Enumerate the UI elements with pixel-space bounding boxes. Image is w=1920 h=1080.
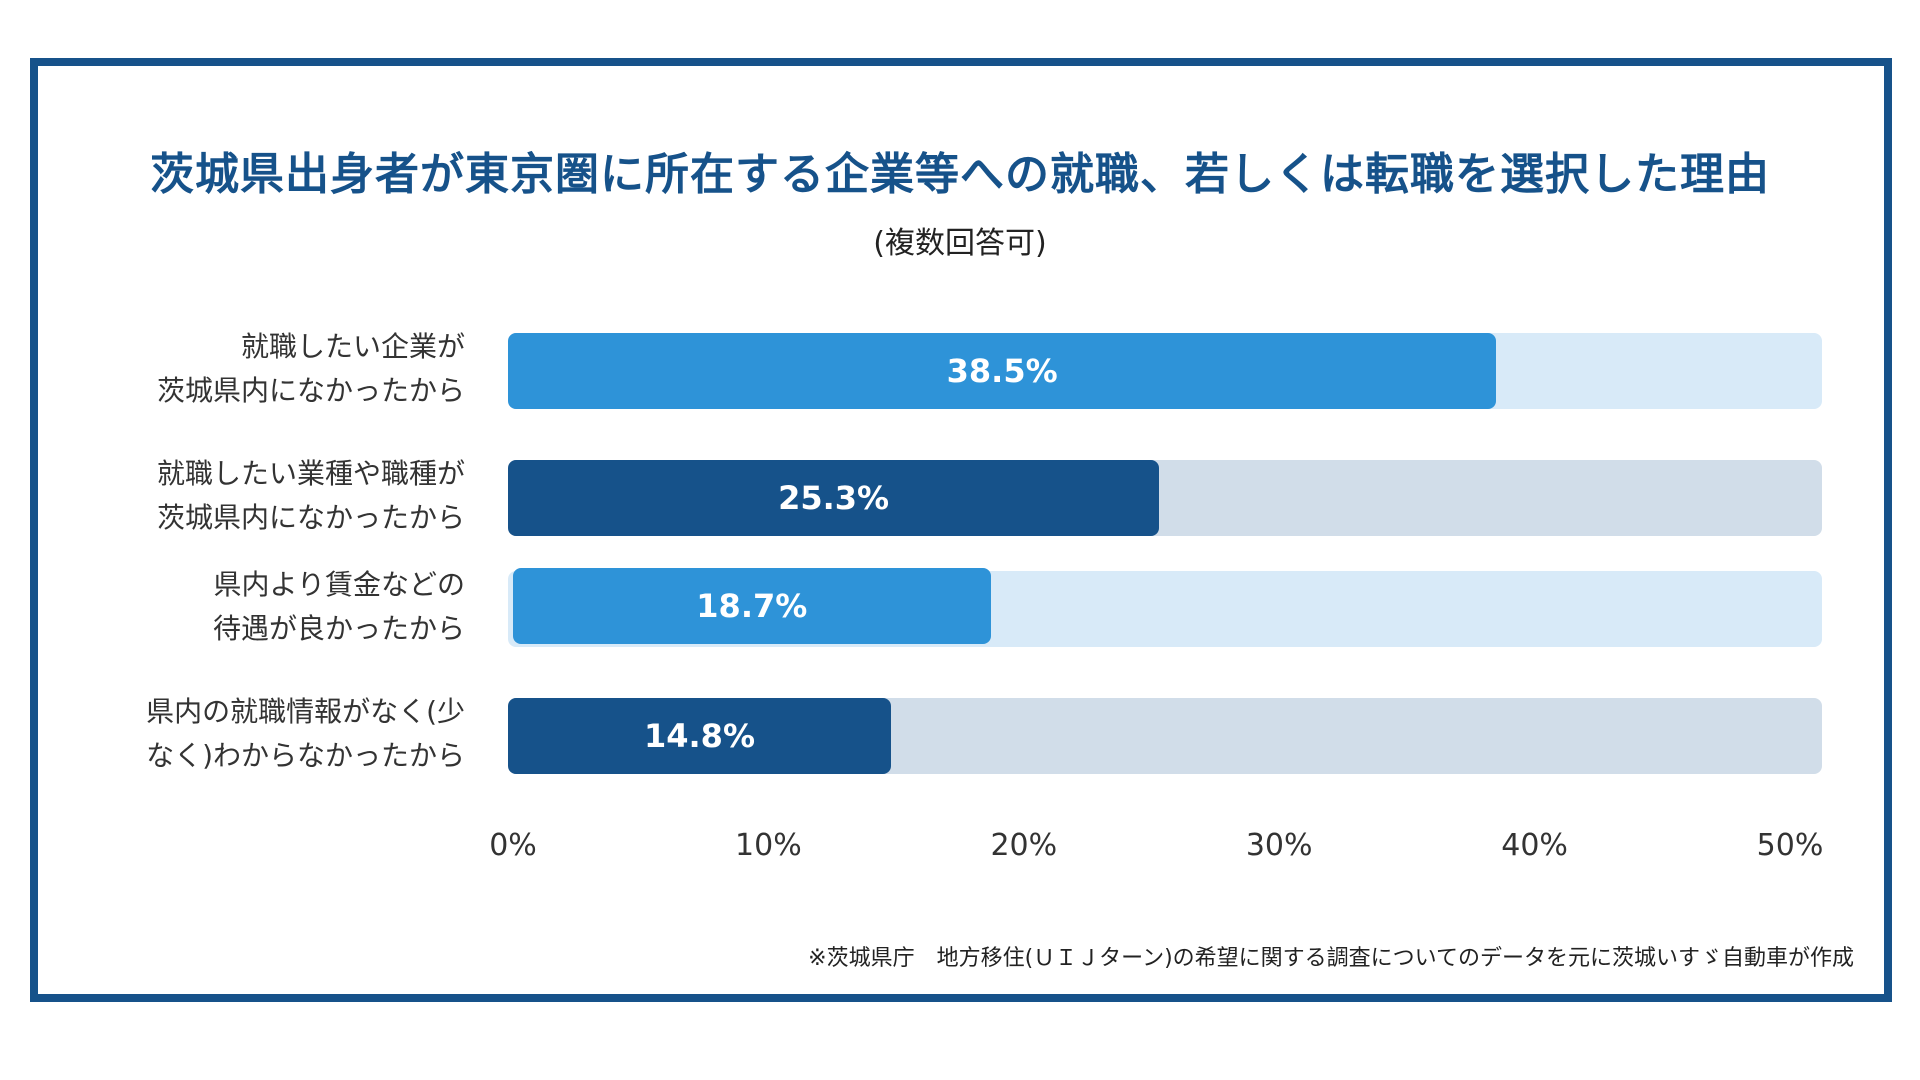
category-label-line: 茨城県内になかったから xyxy=(156,374,465,407)
x-tick-label: 10% xyxy=(735,828,802,863)
category-label-line: 県内より賃金などの xyxy=(213,568,465,601)
x-tick-label: 30% xyxy=(1245,828,1313,863)
bar xyxy=(513,568,991,644)
category-label-line: 就職したい業種や職種が xyxy=(156,457,465,490)
bar xyxy=(508,460,1160,536)
bar-value-label: 25.3% xyxy=(778,479,890,517)
bar-value-label: 38.5% xyxy=(946,352,1058,390)
x-tick-label: 20% xyxy=(990,828,1058,863)
category-label-line: 県内の就職情報がなく(少 xyxy=(146,695,465,728)
category-label: 就職したい業種や職種が 茨城県内になかったから xyxy=(60,452,465,540)
category-label: 県内の就職情報がなく(少 なく)わからなかったから xyxy=(60,690,465,778)
category-label-line: 待遇が良かったから xyxy=(212,612,465,645)
bar xyxy=(508,698,891,774)
x-tick-label: 50% xyxy=(1756,828,1824,863)
chart-title: 茨城県出身者が東京圏に所在する企業等への就職、若しくは転職を選択した理由 xyxy=(150,149,1770,200)
category-label: 就職したい企業が 茨城県内になかったから xyxy=(60,325,465,413)
category-label-line: なく)わからなかったから xyxy=(146,739,465,772)
bar-value-label: 14.8% xyxy=(643,717,755,755)
x-tick-label: 40% xyxy=(1501,828,1568,863)
category-label: 県内より賃金などの 待遇が良かったから xyxy=(60,563,465,651)
bar xyxy=(508,333,1497,409)
bar-value-label: 18.7% xyxy=(696,587,808,625)
source-footnote: ※茨城県庁 地方移住(ＵＩＪターン)の希望に関する調査についてのデータを元に茨城… xyxy=(808,946,1854,971)
category-label-line: 茨城県内になかったから xyxy=(156,501,465,534)
x-tick-label: 0% xyxy=(489,828,537,863)
chart-subtitle: (複数回答可) xyxy=(873,226,1047,261)
category-label-line: 就職したい企業が xyxy=(240,330,465,363)
